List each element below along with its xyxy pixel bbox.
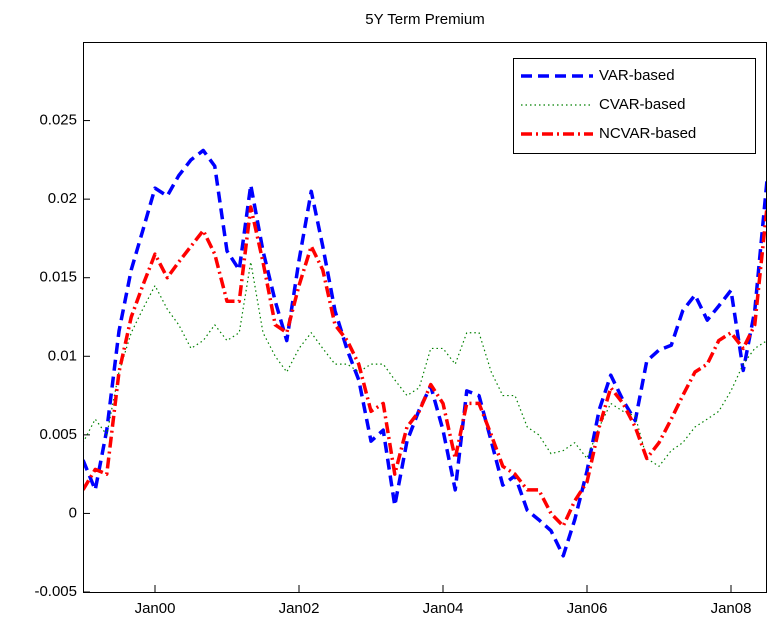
y-tick-label: 0.01	[48, 347, 77, 364]
plot-lines	[83, 148, 767, 558]
y-tick-label: 0.02	[48, 190, 77, 207]
y-tick-label: 0.005	[39, 426, 77, 443]
legend-label: VAR-based	[599, 67, 675, 84]
y-tick-label: 0	[69, 504, 77, 521]
y-tick-label: 0.015	[39, 269, 77, 286]
y-tick-label: 0.025	[39, 112, 77, 129]
y-tick-label: -0.005	[34, 583, 77, 600]
x-tick-label: Jan02	[279, 600, 320, 617]
x-tick-label: Jan08	[711, 600, 752, 617]
series-line	[83, 261, 767, 467]
legend-label: CVAR-based	[599, 96, 685, 113]
legend-box	[513, 58, 756, 154]
series-line	[83, 205, 767, 528]
chart-title: 5Y Term Premium	[365, 11, 484, 28]
x-tick-label: Jan06	[567, 600, 608, 617]
x-tick-label: Jan00	[135, 600, 176, 617]
x-tick-label: Jan04	[423, 600, 464, 617]
legend-label: NCVAR-based	[599, 125, 696, 142]
